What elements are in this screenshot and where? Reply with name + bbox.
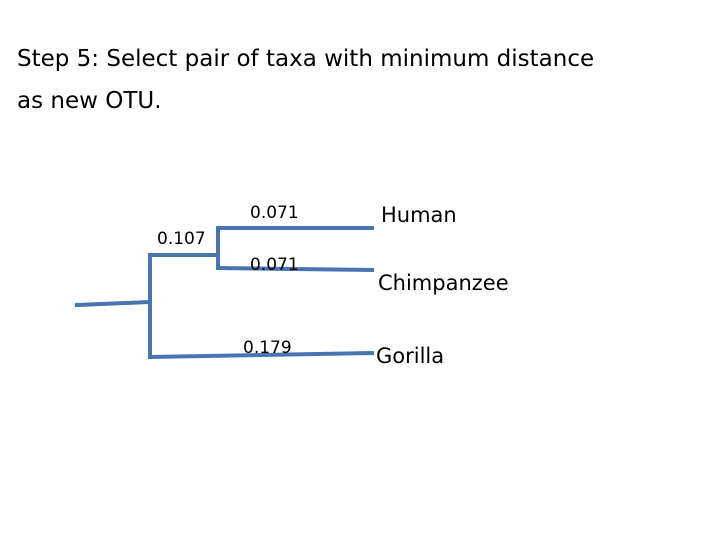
branch-length: 0.107: [157, 229, 206, 249]
branch-length: 0.071: [250, 203, 299, 223]
leaf-branch: [147, 350, 375, 360]
branch-length: 0.179: [243, 338, 292, 358]
leaf-label: Gorilla: [376, 344, 444, 368]
title-line: as new OTU.: [17, 88, 162, 114]
leaf-label: Human: [381, 203, 457, 227]
slide-title: Step 5: Select pair of taxa with minimum…: [17, 38, 594, 122]
title-line: Step 5: Select pair of taxa with minimum…: [17, 46, 595, 72]
root-branch: [74, 299, 153, 308]
leaf-label: Chimpanzee: [378, 271, 509, 295]
tree-branches: [74, 226, 375, 360]
leaf-branch: [215, 265, 375, 273]
branch-length: 0.071: [250, 255, 299, 275]
